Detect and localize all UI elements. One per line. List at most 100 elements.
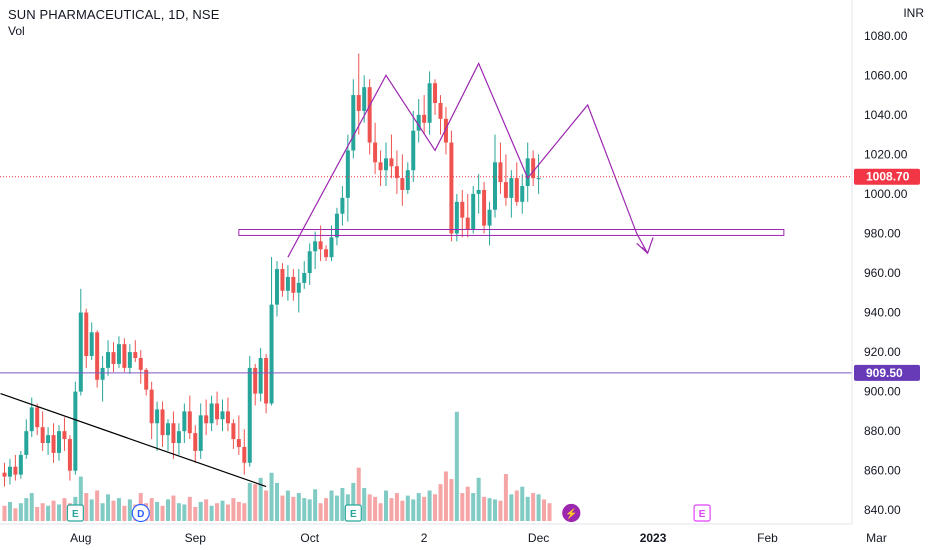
volume-bar	[258, 477, 263, 521]
volume-bar	[476, 477, 481, 521]
candle-body	[182, 411, 187, 432]
volume-bar	[525, 496, 530, 521]
volume-bar	[531, 493, 536, 521]
volume-bar	[324, 498, 329, 521]
candle-body	[149, 389, 154, 424]
volume-bar	[482, 496, 487, 521]
candle-body	[13, 466, 18, 475]
candle-body	[389, 158, 394, 167]
volume-bar	[29, 493, 34, 521]
volume-bar	[389, 498, 394, 521]
volume-bar	[411, 499, 416, 521]
volume-label[interactable]: Vol	[8, 24, 25, 38]
candle-body	[171, 423, 176, 444]
volume-bar	[280, 495, 285, 521]
candle-body	[253, 367, 258, 394]
volume-bar	[187, 496, 192, 521]
volume-bar	[520, 486, 525, 521]
volume-bar	[378, 503, 383, 521]
chart-header: SUN PHARMACEUTICAL, 1D, NSE Vol	[8, 7, 219, 39]
volume-bar	[291, 496, 296, 521]
volume-bar	[7, 501, 12, 521]
candle-body	[133, 352, 138, 359]
candle-body	[122, 344, 127, 368]
last-price-badge: 1008.70	[866, 170, 910, 184]
event-marker	[693, 504, 711, 522]
volume-bar	[514, 490, 519, 521]
candle-body	[460, 201, 465, 218]
candle-body	[187, 411, 192, 434]
volume-bar	[340, 487, 345, 521]
volume-bar	[160, 505, 165, 521]
volume-bar	[394, 493, 399, 521]
event-marker-label: D	[137, 509, 144, 520]
candle-body	[536, 178, 541, 180]
volume-bar	[40, 503, 45, 521]
event-marker	[562, 503, 581, 523]
volume-bar	[422, 496, 427, 521]
candle-body	[62, 431, 67, 440]
volume-bar	[78, 476, 83, 521]
y-tick-label: 1020.00	[864, 147, 908, 161]
candle-body	[334, 213, 339, 238]
candle-body	[280, 269, 285, 291]
candle-body	[2, 472, 7, 477]
volume-bar	[427, 490, 432, 521]
volume-bar	[2, 505, 7, 521]
candle-body	[378, 162, 383, 171]
candle-body	[525, 158, 530, 187]
volume-bar	[46, 505, 51, 521]
volume-bar	[493, 499, 497, 521]
event-marker	[66, 504, 84, 522]
candle-body	[51, 435, 56, 453]
volume-bar	[465, 486, 470, 521]
x-tick-label: Aug	[70, 531, 91, 545]
candle-body	[302, 273, 307, 283]
currency-label: INR	[903, 6, 924, 20]
candle-body	[225, 411, 230, 424]
candle-body	[487, 209, 492, 226]
candle-body	[509, 178, 514, 198]
volume-bar	[487, 498, 492, 521]
volume-bar	[171, 495, 176, 521]
volume-bar	[334, 495, 339, 521]
x-tick-label: Feb	[757, 531, 778, 545]
candle-body	[454, 201, 459, 234]
volume-bar	[296, 493, 301, 521]
candle-body	[514, 178, 519, 202]
candle-body	[373, 142, 378, 163]
symbol-title[interactable]: SUN PHARMACEUTICAL, 1D, NSE	[8, 7, 220, 22]
candle-body	[340, 197, 345, 214]
candle-body	[313, 241, 318, 252]
candle-body	[46, 435, 51, 444]
candle-body	[498, 162, 503, 183]
candle-body	[443, 118, 448, 143]
candle-body	[35, 407, 40, 428]
volume-bar	[509, 494, 514, 521]
candle-body	[24, 431, 29, 455]
volume-bar	[498, 500, 503, 521]
x-tick-label: Sep	[185, 531, 207, 545]
volume-bar	[122, 505, 127, 521]
candle-body	[209, 403, 214, 424]
y-tick-label: 1080.00	[864, 29, 908, 43]
volume-bar	[242, 503, 247, 521]
y-tick-label: 940.00	[864, 306, 901, 320]
candle-body	[324, 249, 329, 258]
candle-body	[220, 411, 225, 420]
volume-bar	[373, 496, 378, 521]
candle-body	[465, 217, 470, 230]
candle-body	[73, 391, 78, 471]
candle-body	[351, 95, 356, 151]
volume-bar	[416, 493, 421, 521]
volume-bar	[438, 484, 443, 521]
volume-bar	[166, 499, 170, 521]
candle-body	[215, 403, 220, 420]
candle-body	[449, 142, 454, 234]
candle-body	[264, 358, 269, 404]
volume-bar	[285, 490, 290, 521]
candle-body	[7, 466, 12, 477]
volume-bar	[18, 503, 23, 521]
volume-bar	[449, 479, 454, 521]
